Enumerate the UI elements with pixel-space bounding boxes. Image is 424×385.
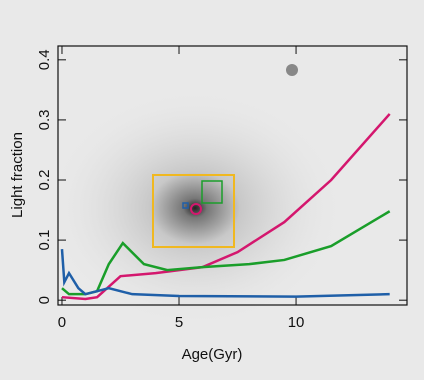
box-green <box>201 180 223 204</box>
plot-frame <box>57 45 408 306</box>
circle-magenta <box>190 203 202 215</box>
y-axis-label: Light fraction <box>9 132 26 218</box>
x-tick-label: 0 <box>58 314 66 331</box>
x-tick-label: 5 <box>175 314 183 331</box>
star <box>286 64 298 76</box>
series-line <box>60 249 390 298</box>
galaxy <box>45 88 345 328</box>
box-blue <box>182 202 189 209</box>
x-axis-label: Age(Gyr) <box>182 346 243 363</box>
y-tick-label: 0.3 <box>36 109 53 130</box>
y-tick-label: 0.4 <box>36 49 53 70</box>
x-tick-label: 10 <box>288 314 305 331</box>
box-yellow <box>152 174 235 248</box>
y-tick-label: 0 <box>36 296 53 304</box>
y-tick-label: 0.2 <box>36 170 53 191</box>
y-tick-label: 0.1 <box>36 230 53 251</box>
